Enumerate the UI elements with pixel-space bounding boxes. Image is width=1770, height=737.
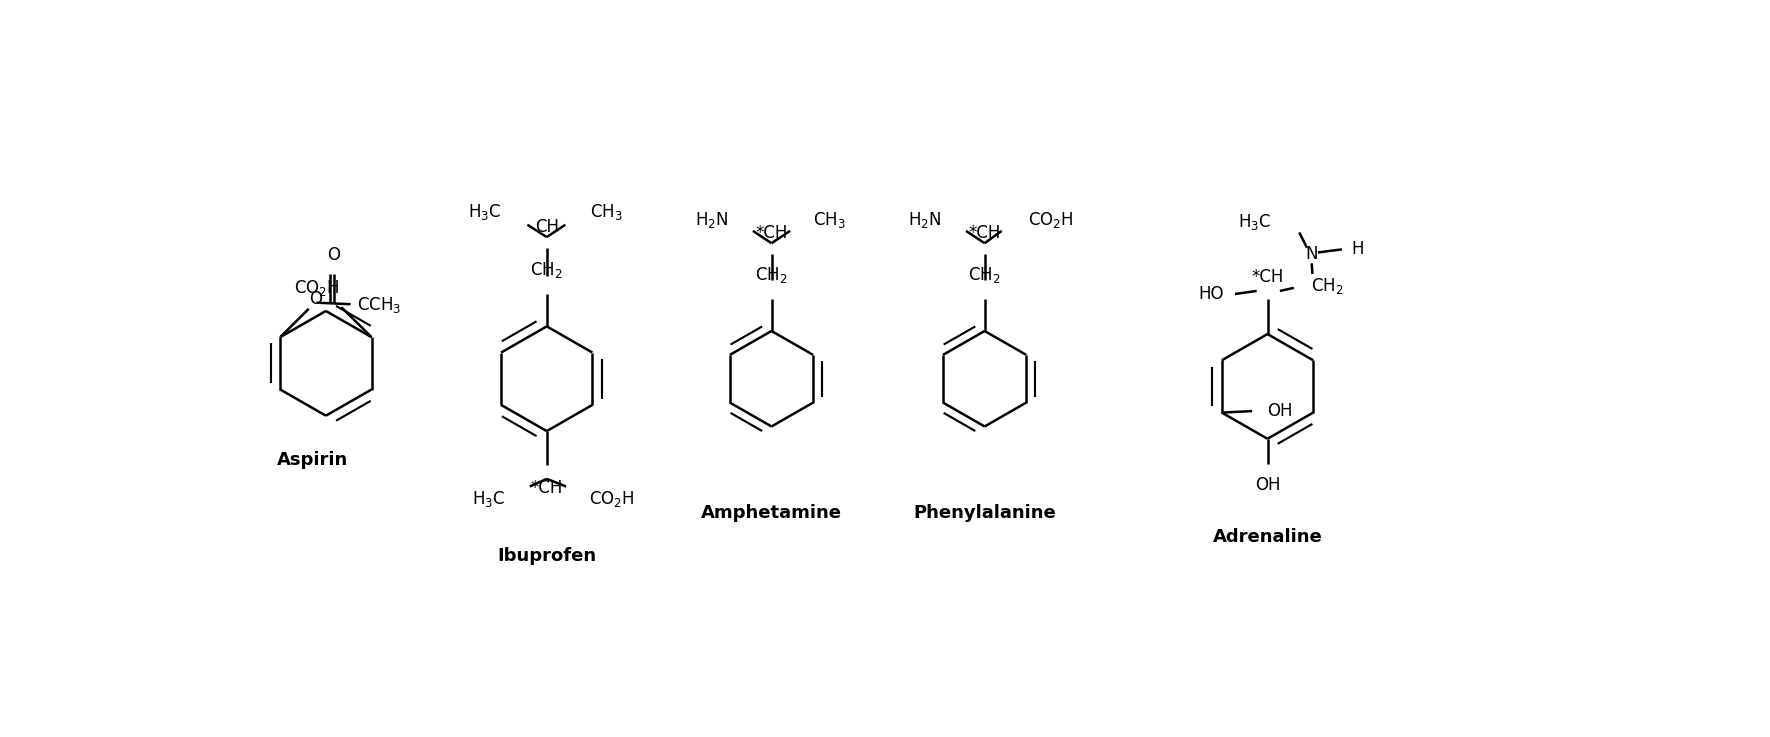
Text: H$_3$C: H$_3$C bbox=[1239, 212, 1271, 231]
Text: CH$_3$: CH$_3$ bbox=[814, 210, 846, 230]
Text: *CH: *CH bbox=[1251, 268, 1283, 287]
Text: CH$_2$: CH$_2$ bbox=[1312, 276, 1343, 296]
Text: CO$_2$H: CO$_2$H bbox=[1028, 210, 1074, 230]
Text: OH: OH bbox=[1267, 402, 1292, 420]
Text: H$_3$C: H$_3$C bbox=[467, 203, 501, 223]
Text: *CH: *CH bbox=[968, 223, 1000, 242]
Text: O: O bbox=[310, 290, 322, 308]
Text: *CH: *CH bbox=[531, 479, 563, 497]
Text: Adrenaline: Adrenaline bbox=[1212, 528, 1322, 545]
Text: N: N bbox=[1306, 245, 1319, 263]
Text: H$_2$N: H$_2$N bbox=[908, 210, 942, 230]
Text: *CH: *CH bbox=[756, 223, 788, 242]
Text: HO: HO bbox=[1198, 285, 1225, 303]
Text: H: H bbox=[1351, 240, 1363, 259]
Text: H$_3$C: H$_3$C bbox=[471, 489, 504, 509]
Text: CH$_2$: CH$_2$ bbox=[531, 260, 563, 280]
Text: CH: CH bbox=[535, 217, 559, 236]
Text: Amphetamine: Amphetamine bbox=[701, 505, 843, 523]
Text: Ibuprofen: Ibuprofen bbox=[497, 547, 596, 565]
Text: CO$_2$H: CO$_2$H bbox=[294, 278, 340, 298]
Text: Aspirin: Aspirin bbox=[278, 450, 349, 469]
Text: CH$_2$: CH$_2$ bbox=[968, 265, 1000, 284]
Text: CH$_3$: CH$_3$ bbox=[589, 203, 623, 223]
Text: CO$_2$H: CO$_2$H bbox=[589, 489, 634, 509]
Text: CH$_2$: CH$_2$ bbox=[756, 265, 788, 284]
Text: OH: OH bbox=[1255, 476, 1280, 494]
Text: O: O bbox=[327, 246, 340, 264]
Text: Phenylalanine: Phenylalanine bbox=[913, 505, 1057, 523]
Text: H$_2$N: H$_2$N bbox=[694, 210, 727, 230]
Text: CCH$_3$: CCH$_3$ bbox=[358, 295, 402, 315]
